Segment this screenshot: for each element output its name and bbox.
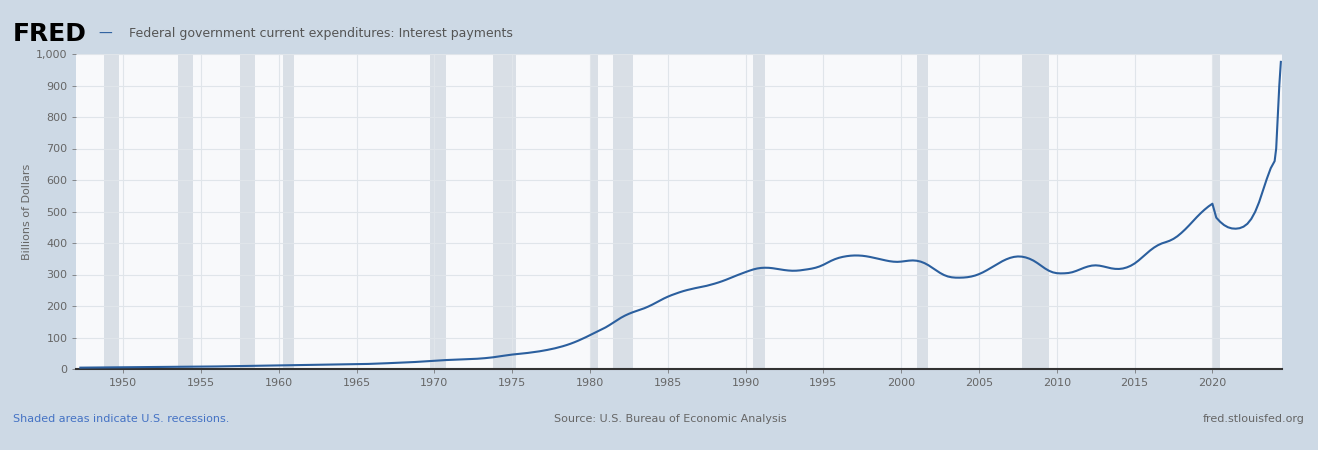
- Text: Federal government current expenditures: Interest payments: Federal government current expenditures:…: [129, 27, 513, 40]
- Text: fred.stlouisfed.org: fred.stlouisfed.org: [1203, 414, 1305, 423]
- Bar: [1213, 54, 1220, 369]
- Text: Shaded areas indicate U.S. recessions.: Shaded areas indicate U.S. recessions.: [13, 414, 229, 423]
- Bar: [493, 54, 517, 369]
- Bar: [754, 54, 764, 369]
- Bar: [590, 54, 598, 369]
- Bar: [104, 54, 119, 369]
- Bar: [917, 54, 928, 369]
- Bar: [1021, 54, 1049, 369]
- Bar: [613, 54, 633, 369]
- Text: Source: U.S. Bureau of Economic Analysis: Source: U.S. Bureau of Economic Analysis: [554, 414, 786, 423]
- Bar: [282, 54, 294, 369]
- Y-axis label: Billions of Dollars: Billions of Dollars: [22, 163, 32, 260]
- Bar: [178, 54, 194, 369]
- Text: —: —: [99, 27, 112, 41]
- Bar: [431, 54, 445, 369]
- Text: FRED: FRED: [13, 22, 87, 46]
- Bar: [240, 54, 256, 369]
